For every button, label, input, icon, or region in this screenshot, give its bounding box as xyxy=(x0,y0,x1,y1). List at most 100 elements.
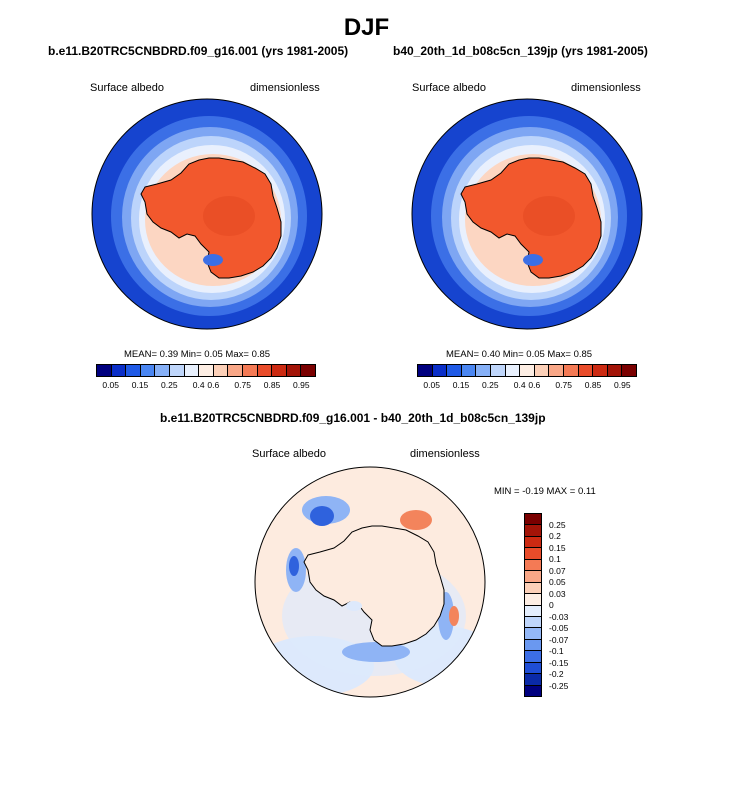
colorbar-swatch xyxy=(461,365,477,376)
difference-max-value: 0.11 xyxy=(577,486,596,497)
diff-strong-negative-area xyxy=(310,506,334,526)
diff-strong-negative-area xyxy=(289,556,299,576)
difference-title: b.e11.B20TRC5CNBDRD.f09_g16.001 - b40_20… xyxy=(160,411,546,425)
antarctica-coastline xyxy=(303,525,445,647)
panel-1-max-value: 0.85 xyxy=(251,349,271,360)
colorbar-tick-label: -0.25 xyxy=(549,680,569,691)
colorbar-tick-label: 0.25 xyxy=(549,519,566,530)
colorbar-swatch xyxy=(525,662,541,675)
colorbar-swatch xyxy=(257,365,273,376)
panel-1-polar-map xyxy=(91,98,323,330)
colorbar-swatch xyxy=(525,536,541,549)
colorbar-tick-label: 0.07 xyxy=(549,565,566,576)
colorbar-tick-label: 0.75 xyxy=(555,380,572,390)
albedo-field xyxy=(92,99,322,329)
difference-min-value: -0.19 xyxy=(522,486,544,497)
colorbar-swatch xyxy=(525,582,541,595)
colorbar-tick-label: 0.15 xyxy=(131,380,149,390)
colorbar-swatch xyxy=(228,365,243,376)
colorbar-swatch xyxy=(525,616,541,629)
panel-2-min-value: 0.05 xyxy=(526,349,545,360)
panel-1-mean-value: 0.39 xyxy=(159,349,179,360)
map-boundary xyxy=(91,98,323,330)
colorbar-swatch xyxy=(563,365,579,376)
albedo-field xyxy=(412,99,642,329)
colorbar-tick-label: 0.95 xyxy=(293,380,310,390)
colorbar-tick-label: 0.4 xyxy=(513,380,526,390)
colorbar-tick-label: 0.85 xyxy=(263,380,281,390)
colorbar-swatch xyxy=(490,365,506,376)
colorbar-tick-label: 0.2 xyxy=(549,531,561,541)
colorbar-tick-label: -0.15 xyxy=(549,657,569,668)
colorbar-swatch xyxy=(242,365,258,376)
colorbar-swatch xyxy=(155,365,170,376)
ice-sheet-high xyxy=(203,196,255,236)
colorbar-tick-label: -0.05 xyxy=(549,623,569,633)
colorbar-swatch xyxy=(184,365,200,376)
colorbar-swatch xyxy=(525,639,541,652)
colorbar-swatch xyxy=(607,365,623,376)
colorbar-tick-label: -0.03 xyxy=(549,611,569,622)
panel-2-colorbar xyxy=(417,364,637,377)
panel-1-units: dimensionless xyxy=(250,82,320,94)
colorbar-swatch xyxy=(525,525,541,537)
difference-variable: Surface albedo xyxy=(252,448,326,460)
colorbar-tick-label: 0.15 xyxy=(452,380,470,390)
panel-2-max-label: Max= xyxy=(547,349,571,360)
panel-2-case-title: b40_20th_1d_b08c5cn_139jp (yrs 1981-2005… xyxy=(393,44,648,58)
colorbar-swatch xyxy=(213,365,229,376)
colorbar-swatch xyxy=(622,365,636,376)
colorbar-tick-label: 0.05 xyxy=(423,380,440,390)
panel-2-stats: MEAN= 0.40 Min= 0.05 Max= 0.85 xyxy=(446,349,592,360)
colorbar-swatch xyxy=(476,365,491,376)
colorbar-swatch xyxy=(520,365,535,376)
colorbar-tick-label: 0.1 xyxy=(549,554,561,564)
panel-1-min-value: 0.05 xyxy=(204,349,223,360)
colorbar-swatch xyxy=(199,365,214,376)
panel-1-case-title: b.e11.B20TRC5CNBDRD.f09_g16.001 (yrs 198… xyxy=(48,44,349,58)
colorbar-swatch xyxy=(505,365,521,376)
colorbar-swatch xyxy=(549,365,564,376)
colorbar-tick-label: -0.1 xyxy=(549,646,564,656)
map-boundary xyxy=(254,466,486,698)
colorbar-swatch xyxy=(525,685,541,696)
colorbar-swatch xyxy=(525,571,541,583)
map-boundary xyxy=(411,98,643,330)
diff-positive-area xyxy=(400,510,432,530)
diff-negative-area xyxy=(346,601,362,611)
colorbar-swatch xyxy=(525,594,541,606)
colorbar-tick-label: 0.05 xyxy=(102,380,119,390)
colorbar-swatch xyxy=(525,605,541,617)
panel-1-variable: Surface albedo xyxy=(90,82,164,94)
colorbar-tick-label: -0.2 xyxy=(549,669,564,679)
panel-2-units: dimensionless xyxy=(571,82,641,94)
difference-stats: MIN = -0.19 MAX = 0.11 xyxy=(494,486,596,497)
ice-sheet-high xyxy=(523,196,575,236)
colorbar-tick-label: 0.4 xyxy=(192,380,205,390)
colorbar-swatch xyxy=(525,514,541,526)
colorbar-swatch xyxy=(593,365,608,376)
colorbar-tick-label: 0.95 xyxy=(614,380,631,390)
colorbar-tick-label: 0 xyxy=(549,600,554,610)
difference-units: dimensionless xyxy=(410,448,480,460)
colorbar-swatch xyxy=(525,548,541,560)
colorbar-swatch xyxy=(578,365,594,376)
colorbar-swatch xyxy=(525,674,541,686)
colorbar-swatch xyxy=(432,365,448,376)
panel-2-mean-value: 0.40 xyxy=(481,349,501,360)
colorbar-swatch xyxy=(140,365,156,376)
colorbar-swatch xyxy=(111,365,127,376)
diff-negative-area xyxy=(342,642,410,662)
colorbar-tick-label: 0.6 xyxy=(207,380,220,390)
colorbar-swatch xyxy=(126,365,141,376)
ice-shelf-gap xyxy=(203,254,223,266)
albedo-difference-field xyxy=(255,467,485,697)
colorbar-tick-label: 0.75 xyxy=(234,380,251,390)
panel-2-variable: Surface albedo xyxy=(412,82,486,94)
colorbar-swatch xyxy=(301,365,315,376)
colorbar-tick-label: 0.25 xyxy=(161,380,178,390)
panel-2-min-label: Min= xyxy=(502,349,524,360)
panel-1-colorbar xyxy=(96,364,316,377)
colorbar-swatch xyxy=(525,651,541,663)
colorbar-tick-label: 0.85 xyxy=(584,380,602,390)
